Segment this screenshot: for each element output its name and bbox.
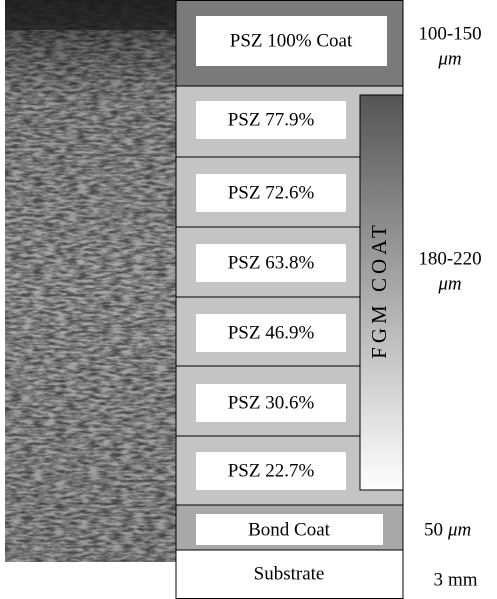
layer-label: Bond Coat	[248, 519, 331, 540]
layer-label: PSZ 22.7%	[228, 460, 315, 481]
thickness-unit: μm	[437, 48, 461, 69]
micrograph	[5, 0, 176, 599]
thickness-range: 100-150	[418, 23, 481, 44]
layer-label: PSZ 46.9%	[228, 322, 315, 343]
diagram: PSZ 100% Coat PSZ 77.9% PSZ 72.6% PSZ 63…	[0, 0, 497, 599]
layer-label: PSZ 77.9%	[228, 109, 315, 130]
layer-label: Substrate	[254, 563, 325, 584]
thickness-range: 50	[424, 519, 443, 540]
layer-label: PSZ 72.6%	[228, 182, 315, 203]
layer-label: PSZ 63.8%	[228, 252, 315, 273]
fgm-label: FGM COAT	[367, 221, 391, 359]
thickness-range: 3	[434, 569, 444, 590]
layer-label: PSZ 100% Coat	[230, 30, 353, 51]
thickness-unit: μm	[437, 273, 461, 294]
thickness-unit: μm	[447, 519, 471, 540]
thickness-range: 180-220	[418, 248, 481, 269]
thickness-unit: mm	[448, 569, 478, 590]
layer-label: PSZ 30.6%	[228, 392, 315, 413]
